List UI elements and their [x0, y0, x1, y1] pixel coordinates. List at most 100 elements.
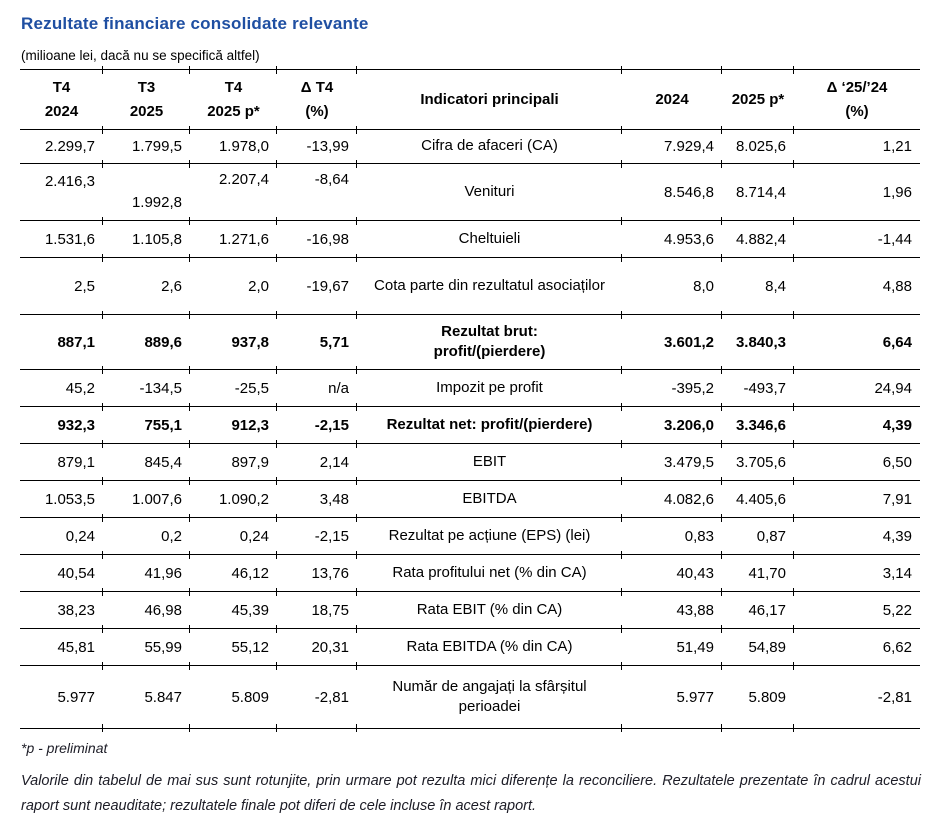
table-cell: 937,8 [189, 310, 277, 370]
table-cell: 5.809 [721, 661, 794, 732]
table-cell: -2,81 [793, 661, 920, 732]
table-cell: 932,3 [20, 406, 103, 444]
table-cell: 755,1 [102, 402, 190, 444]
table-cell: 3,14 [793, 550, 920, 592]
row-label: Rezultat brut: profit/(pierdere) [356, 310, 622, 370]
table-cell: 1.007,6 [102, 476, 190, 518]
table-cell: 3.206,0 [621, 402, 722, 444]
row-label: Rata profitului net (% din CA) [356, 550, 622, 592]
table-cell: 897,9 [189, 439, 277, 481]
table-cell: 24,94 [793, 365, 920, 407]
financial-results-table: T4 2024 T3 2025 T4 2025 p* Δ T4 (%) Indi… [20, 66, 920, 732]
table-cell: 3.840,3 [721, 310, 794, 370]
table-cell: -16,98 [276, 216, 357, 258]
table-cell: 0,24 [189, 513, 277, 555]
table-cell: 879,1 [20, 443, 103, 481]
table-cell: 2,6 [102, 253, 190, 315]
table-row-cheltuieli: 1.531,6 1.105,8 1.271,6 -16,98 Cheltuiel… [20, 216, 920, 258]
table-cell: 6,62 [793, 624, 920, 666]
table-cell: 1.105,8 [102, 216, 190, 258]
column-header-t4-2024: T4 2024 [20, 69, 103, 130]
table-cell: -395,2 [621, 365, 722, 407]
table-cell: 1.053,5 [20, 480, 103, 518]
table-cell: 0,24 [20, 517, 103, 555]
row-label: Cheltuieli [356, 216, 622, 258]
table-cell: 6,64 [793, 310, 920, 370]
table-body: 2.299,7 1.799,5 1.978,0 -13,99 Cifra de … [20, 125, 920, 732]
table-cell: 46,12 [189, 550, 277, 592]
column-header-t4-2025p: T4 2025 p* [189, 66, 277, 130]
table-cell: 5.809 [189, 661, 277, 732]
table-cell: 3,48 [276, 476, 357, 518]
table-cell: 3.601,2 [621, 310, 722, 370]
table-cell: 40,54 [20, 554, 103, 592]
table-cell: 54,89 [721, 624, 794, 666]
row-label: EBIT [356, 439, 622, 481]
table-cell: -2,15 [276, 402, 357, 444]
table-cell: 46,17 [721, 587, 794, 629]
table-cell: 889,6 [102, 310, 190, 370]
table-row-rezultat-brut: 887,1 889,6 937,8 5,71 Rezultat brut: pr… [20, 310, 920, 370]
table-row-rezultat-net: 932,3 755,1 912,3 -2,15 Rezultat net: pr… [20, 402, 920, 444]
table-cell: 0,2 [102, 513, 190, 555]
table-cell: 887,1 [20, 314, 103, 370]
footnote-preliminary: *p - preliminat [21, 740, 108, 756]
page-subtitle: (milioane lei, dacă nu se specifică altf… [21, 48, 260, 63]
table-cell: 8,4 [721, 253, 794, 315]
table-cell: 7.929,4 [621, 125, 722, 164]
table-cell: 4,88 [793, 253, 920, 315]
table-cell: 3.479,5 [621, 439, 722, 481]
table-cell: 45,81 [20, 628, 103, 666]
table-cell: 41,96 [102, 550, 190, 592]
table-cell: 20,31 [276, 624, 357, 666]
table-cell: 18,75 [276, 587, 357, 629]
table-cell: 2.299,7 [20, 129, 103, 164]
table-row-venituri: 2.416,3 1.992,8 2.207,4 -8,64 Venituri 8… [20, 159, 920, 221]
table-row-cifra-afaceri: 2.299,7 1.799,5 1.978,0 -13,99 Cifra de … [20, 125, 920, 164]
table-cell: 8.546,8 [621, 159, 722, 221]
row-label: Cifra de afaceri (CA) [356, 125, 622, 164]
table-cell: 4,39 [793, 402, 920, 444]
table-row-impozit: 45,2 -134,5 -25,5 n/a Impozit pe profit … [20, 365, 920, 407]
table-cell: -493,7 [721, 365, 794, 407]
table-cell: 2.416,3 [20, 163, 103, 221]
column-header-t3-2025: T3 2025 [102, 66, 190, 130]
column-header-delta-t4: Δ T4 (%) [276, 66, 357, 130]
row-label: Rezultat pe acțiune (EPS) (lei) [356, 513, 622, 555]
column-header-2024: 2024 [621, 66, 722, 130]
row-label: Venituri [356, 159, 622, 221]
table-cell: 912,3 [189, 402, 277, 444]
table-cell: 1.090,2 [189, 476, 277, 518]
table-cell: 4.953,6 [621, 216, 722, 258]
table-cell: 7,91 [793, 476, 920, 518]
table-cell: 5.977 [621, 661, 722, 732]
header-row: T4 2024 T3 2025 T4 2025 p* Δ T4 (%) Indi… [20, 66, 920, 130]
table-cell: 45,2 [20, 369, 103, 407]
table-cell: -2,81 [276, 661, 357, 732]
column-header-2025p: 2025 p* [721, 66, 794, 130]
table-cell: 8,0 [621, 253, 722, 315]
table-cell: 6,50 [793, 439, 920, 481]
disclaimer-note: Valorile din tabelul de mai sus sunt rot… [21, 773, 921, 815]
table-cell: 38,23 [20, 591, 103, 629]
table-cell: 43,88 [621, 587, 722, 629]
row-label: Impozit pe profit [356, 365, 622, 407]
table-cell: n/a [276, 365, 357, 407]
table-cell: 2,5 [20, 257, 103, 315]
table-cell: 4.082,6 [621, 476, 722, 518]
table-cell: 5,22 [793, 587, 920, 629]
table-cell: 1.799,5 [102, 125, 190, 164]
table-cell: 5.977 [20, 665, 103, 729]
table-cell: 2.207,4 [189, 159, 277, 221]
table-cell: 1.992,8 [102, 159, 190, 221]
table-cell: 3.705,6 [721, 439, 794, 481]
table-cell: -8,64 [276, 159, 357, 221]
row-label: Cota parte din rezultatul asociaților [356, 253, 622, 315]
page-title: Rezultate financiare consolidate relevan… [21, 14, 369, 33]
table-header: T4 2024 T3 2025 T4 2025 p* Δ T4 (%) Indi… [20, 66, 920, 130]
table-cell: 5,71 [276, 310, 357, 370]
table-row-eps: 0,24 0,2 0,24 -2,15 Rezultat pe acțiune … [20, 513, 920, 555]
table-cell: -134,5 [102, 365, 190, 407]
table-cell: 5.847 [102, 661, 190, 732]
